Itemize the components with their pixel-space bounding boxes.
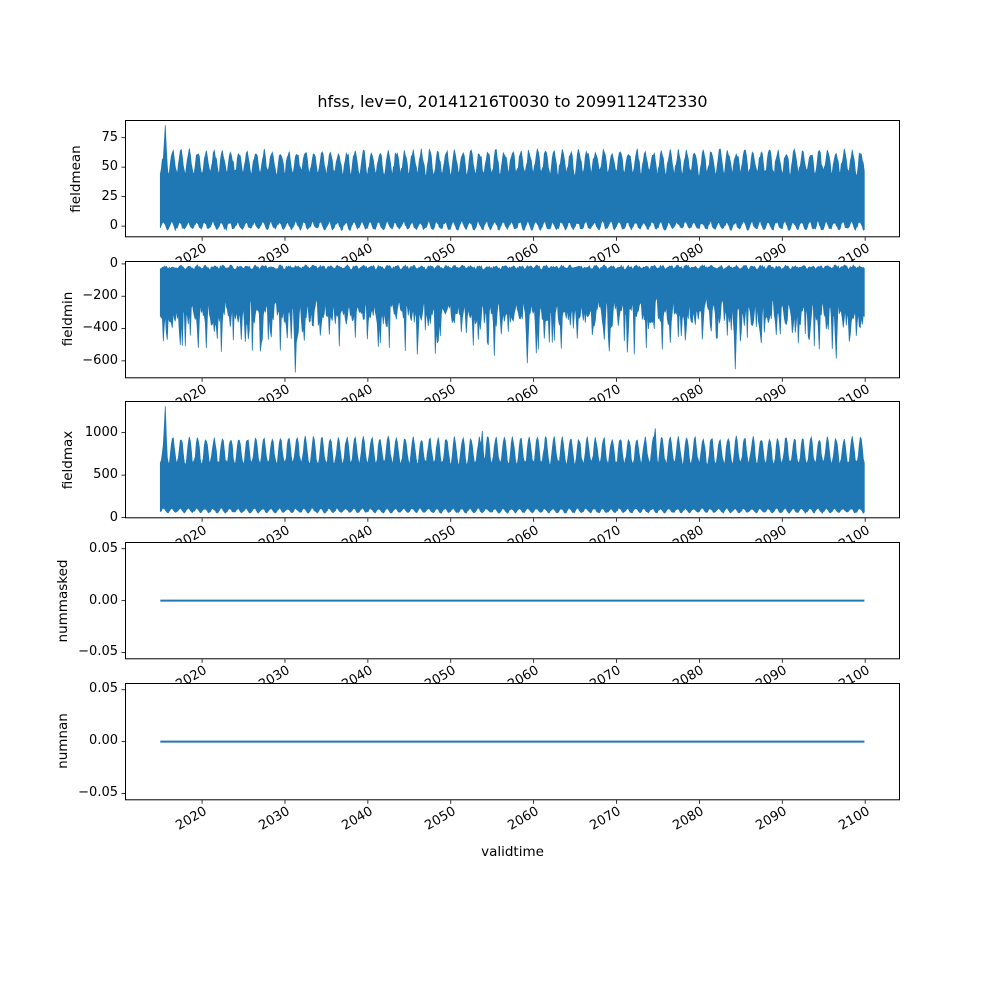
fieldmax-series [159,406,865,515]
y-axis-label-numnan: numnan [55,713,71,770]
axes-frame [125,682,900,800]
fieldmean-series [159,125,865,232]
axes-frame [125,401,900,519]
x-tick-label-text: 2080 [670,803,707,834]
y-tick-label: 0.00 [89,733,118,749]
x-tick-label-text: 2090 [753,803,790,834]
nummasked-plot-area [121,541,900,663]
x-tick-label-text: 2100 [836,803,873,834]
x-axis-label: validtime [481,844,544,860]
y-tick-label: −200 [82,288,118,304]
y-tick-label: 50 [101,159,118,175]
y-tick-label: 25 [101,188,118,204]
y-axis-label-fieldmean: fieldmean [68,144,84,213]
y-tick-label: −400 [82,320,118,336]
y-tick-label: 0 [109,255,118,271]
y-tick-label: 0.05 [89,681,118,697]
subplot-fieldmin: fieldmin 2020 2030 2040 2050 2060 2070 2080 209… [60,256,900,412]
x-tick-label-text: 2070 [587,803,625,834]
subplot-fieldmean: fieldmean 2020 2030 2040 2050 2060 2070 2080 20… [68,120,900,271]
fieldmin-plot-area [121,260,900,382]
y-tick-label: 0 [109,510,118,526]
y-tick-label: 0.00 [89,592,118,608]
fieldmean-plot-area [121,120,900,241]
y-tick-label: 500 [93,467,118,483]
fieldmax-plot-area [121,401,900,523]
x-tick-label-text: 2050 [422,803,459,834]
axes-frame [125,260,900,378]
numnan-plot-area [121,682,900,804]
subplot-nummasked: nummasked 2020 2030 2040 2050 2060 2070 2080 20… [55,541,900,693]
y-tick-label: 0.05 [89,540,118,556]
x-tick-label-text: 2030 [256,803,293,834]
subplot-numnan: numnan 2020 2030 2040 2050 2060 2070 2080 2090 2… [55,682,900,833]
chart-title: hfss, lev=0, 20141216T0030 to 20991124T2… [317,92,708,111]
y-axis-label-fieldmin: fieldmin [60,292,76,347]
x-tick-label-text: 2020 [173,803,210,834]
x-tick-label-text: 2040 [339,803,376,834]
y-tick-label: −600 [82,352,118,368]
y-tick-label: 0 [109,218,118,234]
axes-frame [125,541,900,660]
subplot-fieldmax: fieldmax 2020 2030 2040 2050 2060 2070 2080 209… [60,401,900,552]
y-axis-label-nummasked: nummasked [55,559,71,642]
x-tick-label-text: 2060 [504,803,542,834]
axes-frame [125,120,900,238]
y-tick-label: −0.05 [78,644,118,660]
y-tick-label: −0.05 [78,785,118,801]
y-tick-label: 75 [101,129,118,145]
fieldmin-series [159,263,865,373]
y-axis-label-fieldmax: fieldmax [60,430,76,490]
y-tick-label: 1000 [84,425,118,441]
